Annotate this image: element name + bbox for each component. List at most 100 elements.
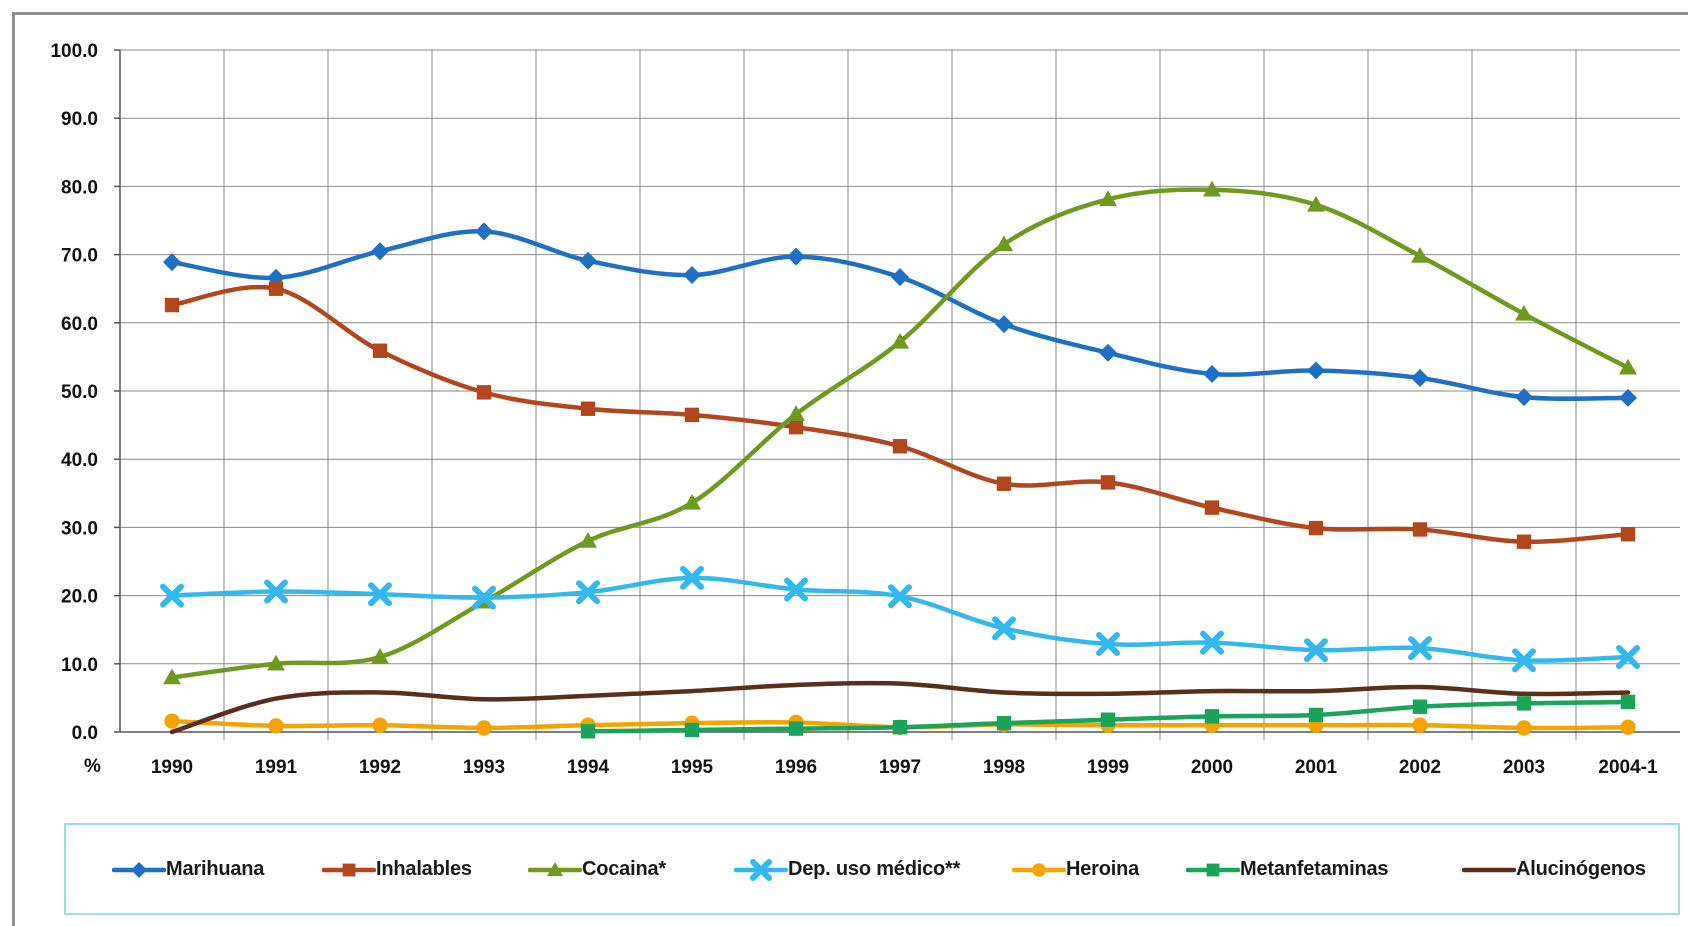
data-point-inhalables — [1412, 522, 1428, 537]
x-tick-label: 2002 — [1399, 757, 1441, 778]
data-point-marihuana — [1411, 369, 1429, 388]
y-tick-label: 30.0 — [61, 518, 98, 539]
series-line-inhalables — [169, 284, 1631, 545]
x-tick-label: 2004-1 — [1598, 757, 1658, 778]
data-point-marihuana — [891, 268, 909, 287]
x-axis-tick-labels: 1990 1991 1992 1993 1994 1995 1996 1997 1998 1999… — [151, 757, 1658, 778]
data-point-dep-uso-medico — [472, 585, 496, 610]
data-point-dep-uso-medico — [1616, 644, 1640, 669]
data-point-inhalables — [684, 407, 700, 423]
data-point-marihuana — [1307, 361, 1325, 380]
data-point-inhalables — [268, 281, 284, 296]
series-dep-uso-medico — [160, 565, 1640, 673]
data-point-inhalables — [476, 385, 492, 400]
data-point-inhalables — [1308, 520, 1324, 536]
legend-swatch-metanfetaminas — [1186, 863, 1240, 877]
data-point-heroina — [164, 713, 180, 729]
series-line-dep-uso-medico — [169, 575, 1631, 663]
legend-swatch-heroina — [1012, 863, 1066, 877]
y-tick-label: 50.0 — [61, 382, 98, 403]
data-point-marihuana — [475, 222, 493, 241]
y-tick-label: 20.0 — [61, 587, 98, 608]
data-point-marihuana — [787, 247, 805, 266]
y-tick-label: 70.0 — [61, 246, 98, 267]
data-point-metanfetaminas — [1620, 694, 1636, 710]
data-point-metanfetaminas — [1100, 712, 1116, 727]
x-tick-label: 2000 — [1191, 757, 1233, 778]
data-point-marihuana — [579, 251, 597, 270]
data-point-inhalables — [372, 343, 388, 358]
y-axis-tick-labels: 100.0 90.0 80.0 70.0 60.0 50.0 40.0 30.0 20.0 10.… — [50, 41, 98, 744]
legend-swatch-dep-uso-medico — [734, 859, 788, 881]
data-point-dep-uso-medico — [1200, 630, 1224, 655]
data-point-inhalables — [580, 401, 596, 416]
x-tick-label: 1995 — [671, 757, 714, 778]
data-point-cocaina — [163, 668, 181, 685]
x-tick-label: 2003 — [1503, 757, 1545, 778]
x-tick-label: 1999 — [1087, 757, 1129, 778]
data-point-heroina — [1412, 717, 1428, 733]
data-point-marihuana — [683, 266, 701, 285]
series-metanfetaminas — [580, 694, 1636, 739]
x-tick-label: 1998 — [983, 757, 1025, 778]
legend-swatch-cocaina — [528, 862, 582, 876]
data-point-metanfetaminas — [684, 722, 700, 738]
data-point-inhalables — [1100, 475, 1116, 490]
legend-label: Cocaina* — [582, 858, 666, 880]
series-marihuana — [163, 222, 1637, 407]
data-point-dep-uso-medico — [1408, 636, 1432, 661]
data-point-dep-uso-medico — [1512, 648, 1536, 673]
data-point-heroina — [1516, 720, 1532, 736]
data-point-inhalables — [788, 419, 804, 435]
data-point-dep-uso-medico — [1096, 632, 1120, 657]
data-point-heroina — [1620, 719, 1636, 735]
legend: Marihuana Inhalables Cocaina* Dep. uso médi… — [64, 823, 1680, 915]
data-point-inhalables — [1516, 534, 1532, 549]
legend-label: Heroina — [1066, 858, 1140, 880]
data-point-metanfetaminas — [996, 715, 1012, 731]
data-point-dep-uso-medico — [992, 616, 1016, 641]
legend-label: Alucinógenos — [1516, 858, 1646, 880]
data-point-cocaina — [683, 493, 701, 510]
data-point-cocaina — [1619, 358, 1637, 375]
data-point-metanfetaminas — [892, 720, 908, 735]
series-cocaina — [163, 180, 1637, 685]
x-tick-label: 1992 — [359, 757, 401, 778]
data-point-heroina — [476, 720, 492, 736]
data-point-heroina — [372, 717, 388, 733]
data-point-marihuana — [163, 253, 181, 272]
x-tick-label: 1991 — [255, 757, 298, 778]
data-point-metanfetaminas — [1412, 699, 1428, 714]
data-point-dep-uso-medico — [888, 584, 912, 609]
x-tick-label: 1996 — [775, 757, 817, 778]
data-point-metanfetaminas — [788, 721, 804, 736]
data-point-marihuana — [1099, 343, 1117, 362]
data-point-metanfetaminas — [1516, 696, 1532, 711]
data-point-cocaina — [579, 532, 597, 548]
x-tick-label: 1990 — [151, 757, 193, 778]
data-point-inhalables — [1204, 500, 1220, 515]
data-point-cocaina — [995, 235, 1013, 252]
data-point-dep-uso-medico — [1304, 638, 1328, 663]
data-series — [160, 180, 1640, 739]
y-axis-unit-label: % — [84, 756, 101, 777]
y-tick-label: 0.0 — [72, 723, 98, 744]
data-point-cocaina — [1307, 195, 1325, 212]
data-point-cocaina — [1099, 190, 1117, 207]
data-point-cocaina — [371, 647, 389, 664]
data-point-marihuana — [1619, 388, 1637, 407]
data-point-inhalables — [996, 476, 1012, 491]
data-point-metanfetaminas — [580, 724, 596, 739]
data-point-marihuana — [995, 315, 1013, 334]
data-point-marihuana — [1203, 364, 1221, 383]
data-point-marihuana — [371, 242, 389, 261]
y-tick-label: 80.0 — [61, 177, 98, 198]
data-point-inhalables — [164, 297, 180, 313]
data-point-cocaina — [787, 405, 805, 421]
data-point-cocaina — [1203, 180, 1221, 197]
y-tick-label: 100.0 — [50, 41, 98, 62]
data-point-metanfetaminas — [1308, 707, 1324, 723]
y-tick-label: 10.0 — [61, 655, 98, 676]
legend-label: Inhalables — [376, 858, 472, 880]
